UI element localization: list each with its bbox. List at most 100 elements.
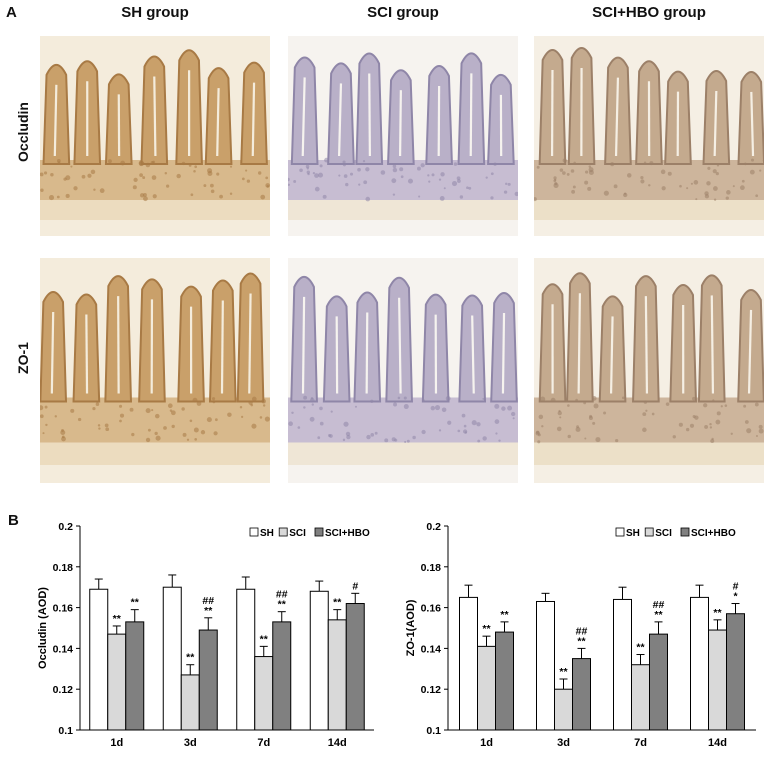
cell-dot xyxy=(139,160,144,165)
cell-dot xyxy=(587,187,591,191)
significance-label: ** xyxy=(482,623,491,635)
cell-dot xyxy=(194,165,197,168)
bar-sh-14d xyxy=(310,591,328,730)
cell-dot xyxy=(163,426,167,430)
cell-dot xyxy=(482,436,486,440)
muscle-layer xyxy=(534,443,764,466)
cell-dot xyxy=(435,405,440,410)
cell-dot xyxy=(49,195,54,200)
cell-dot xyxy=(583,401,586,404)
cell-dot xyxy=(365,167,369,171)
y-tick-label: 0.1 xyxy=(58,725,73,737)
bar-sci-hbo-1d xyxy=(126,622,144,730)
cell-dot xyxy=(412,436,415,439)
cell-dot xyxy=(640,176,643,179)
cell-dot xyxy=(384,438,388,442)
x-tick-label: 14d xyxy=(708,737,727,749)
cell-dot xyxy=(571,169,575,173)
cell-dot xyxy=(370,400,373,403)
cell-dot xyxy=(146,408,151,413)
cell-dot xyxy=(317,436,320,439)
cell-dot xyxy=(391,178,396,183)
villus-lumen xyxy=(253,83,254,156)
cell-dot xyxy=(91,170,96,175)
cell-dot xyxy=(291,412,293,414)
cell-dot xyxy=(418,196,420,198)
cell-dot xyxy=(96,402,100,406)
cell-dot xyxy=(338,175,340,177)
cell-dot xyxy=(440,172,444,176)
villus-lumen xyxy=(399,298,400,394)
significance-label: ** xyxy=(333,597,342,609)
bar-sci-7d xyxy=(632,665,650,730)
cell-dot xyxy=(194,428,199,433)
bar-sh-1d xyxy=(460,597,478,730)
cell-dot xyxy=(421,163,425,167)
cell-dot xyxy=(652,413,655,416)
cell-dot xyxy=(40,189,43,192)
cell-dot xyxy=(706,181,710,185)
cell-dot xyxy=(260,416,263,419)
cell-dot xyxy=(131,433,134,436)
cell-dot xyxy=(293,180,296,183)
cell-dot xyxy=(245,170,247,172)
cell-dot xyxy=(407,440,410,443)
legend-swatch xyxy=(279,528,287,536)
cell-dot xyxy=(190,419,193,422)
cell-dot xyxy=(343,163,346,166)
cell-dot xyxy=(93,189,95,191)
cell-dot xyxy=(182,162,185,165)
cell-dot xyxy=(168,403,173,408)
cell-dot xyxy=(490,196,493,199)
cell-dot xyxy=(78,418,81,421)
villus-lumen xyxy=(367,313,368,394)
cell-dot xyxy=(712,399,714,401)
cell-dot xyxy=(58,161,61,164)
cell-dot xyxy=(331,411,333,413)
cell-dot xyxy=(303,396,307,400)
y-axis-label: ZO-1(AOD) xyxy=(405,599,417,656)
row-label-occludin: Occludin xyxy=(15,97,31,167)
cell-dot xyxy=(705,194,709,198)
cell-dot xyxy=(230,166,232,168)
cell-dot xyxy=(743,405,746,408)
muscle-layer xyxy=(40,200,270,220)
cell-dot xyxy=(120,161,125,166)
cell-dot xyxy=(323,195,327,199)
cell-dot xyxy=(310,417,315,422)
cell-dot xyxy=(252,397,257,402)
cell-dot xyxy=(240,406,242,408)
bar-sh-7d xyxy=(237,589,255,730)
cell-dot xyxy=(265,416,270,421)
villus-lumen xyxy=(52,312,53,394)
cell-dot xyxy=(119,405,122,408)
cell-dot xyxy=(408,179,413,184)
bar-sh-1d xyxy=(90,589,108,730)
cell-dot xyxy=(428,181,430,183)
villus-lumen xyxy=(154,77,155,156)
cell-dot xyxy=(194,438,197,441)
micrograph-occludin-sh xyxy=(40,36,270,236)
bar-sci-1d xyxy=(478,646,496,730)
cell-dot xyxy=(207,417,212,422)
cell-dot xyxy=(694,180,699,185)
cell-dot xyxy=(398,397,401,400)
x-tick-label: 1d xyxy=(110,737,123,749)
bar-sci-hbo-14d xyxy=(727,614,745,730)
y-tick-label: 0.12 xyxy=(421,684,442,696)
significance-label: ** xyxy=(186,652,195,664)
cell-dot xyxy=(258,171,261,174)
cell-dot xyxy=(714,198,716,200)
cell-dot xyxy=(393,168,398,173)
cell-dot xyxy=(725,404,728,407)
cell-dot xyxy=(329,434,333,438)
cell-dot xyxy=(610,162,614,166)
cell-dot xyxy=(482,398,484,400)
bar-sci-hbo-3d xyxy=(573,659,591,730)
cell-dot xyxy=(585,170,588,173)
micrograph-zo1-sh xyxy=(40,258,270,483)
cell-dot xyxy=(343,422,348,427)
cell-dot xyxy=(759,425,763,429)
cell-dot xyxy=(357,168,361,172)
